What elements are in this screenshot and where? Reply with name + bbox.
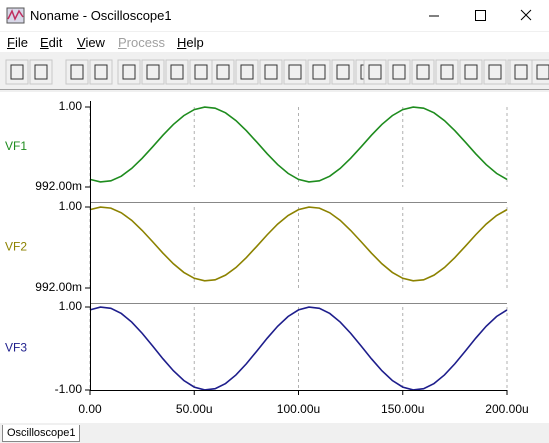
trace-label: VF1: [5, 139, 27, 153]
toolbar-icon: [10, 64, 24, 80]
toolbar-button[interactable]: [165, 59, 189, 85]
toolbar-icon: [368, 64, 382, 80]
chart-background: [0, 92, 549, 423]
toolbar-button[interactable]: [363, 59, 387, 85]
trace: [89, 106, 508, 183]
title-bar: Noname - Oscilloscope1: [0, 0, 549, 31]
toolbar-icon: [264, 64, 278, 80]
y-tick-label: -1.00: [55, 382, 83, 396]
y-tick-label: 1.00: [59, 99, 83, 113]
toolbar-button[interactable]: [5, 59, 29, 85]
toolbar-icon: [216, 64, 230, 80]
x-tick-label: 100.00u: [277, 402, 320, 416]
toolbar-icon: [514, 64, 528, 80]
y-tick-label: 1.00: [59, 299, 83, 313]
toolbar-button[interactable]: [235, 59, 259, 85]
toolbar-icon: [94, 64, 108, 80]
y-tick-label: 992.00m: [35, 179, 82, 193]
toolbar-button[interactable]: [259, 59, 283, 85]
y-tick-label: 992.00m: [35, 280, 82, 294]
menu-item[interactable]: Help: [177, 35, 204, 50]
toolbar-icon: [34, 64, 48, 80]
toolbar-icon: [464, 64, 478, 80]
toolbar-button[interactable]: [435, 59, 459, 85]
maximize-button[interactable]: [457, 0, 503, 31]
toolbar-button[interactable]: [307, 59, 331, 85]
toolbar-icon: [240, 64, 254, 80]
y-tick-label: 1.00: [59, 199, 83, 213]
toolbar-icon: [336, 64, 350, 80]
toolbar-icon: [146, 64, 160, 80]
toolbar-icon: [70, 64, 84, 80]
toolbar-button[interactable]: [189, 59, 213, 85]
toolbar-button[interactable]: [387, 59, 411, 85]
trace: [89, 206, 508, 282]
toolbar-icon: [312, 64, 326, 80]
toolbar-button[interactable]: [89, 59, 113, 85]
menu-item[interactable]: File: [7, 35, 28, 50]
trace: [89, 306, 508, 391]
toolbar-button[interactable]: [331, 59, 355, 85]
toolbar-button[interactable]: [29, 59, 53, 85]
toolbar-icon: [488, 64, 502, 80]
x-tick-label: 0.00: [78, 402, 102, 416]
trace-label: VF3: [5, 341, 27, 355]
menu-item: Process: [118, 35, 165, 50]
x-tick-label: 50.00u: [176, 402, 213, 416]
chart: 1.00 992.00m VF1 1.00 992.00m VF2 1.00 -1.00 VF3…: [0, 92, 549, 423]
toolbar-button[interactable]: [211, 59, 235, 85]
menu-bar: File Edit View Process Help: [0, 32, 549, 52]
toolbar-icon: [170, 64, 184, 80]
toolbar-icon: [440, 64, 454, 80]
x-tick-label: 150.00u: [381, 402, 424, 416]
toolbar-button[interactable]: [283, 59, 307, 85]
x-tick-label: 200.00u: [485, 402, 528, 416]
minimize-button[interactable]: [411, 0, 457, 31]
toolbar-button[interactable]: [65, 59, 89, 85]
tab[interactable]: Oscilloscope1: [2, 425, 81, 442]
toolbar-icon: [392, 64, 406, 80]
toolbar-icon: [288, 64, 302, 80]
toolbar-icon: [122, 64, 136, 80]
close-button[interactable]: [503, 0, 549, 31]
toolbar-button[interactable]: [459, 59, 483, 85]
menu-item[interactable]: Edit: [40, 35, 63, 50]
toolbar-button[interactable]: [509, 59, 533, 85]
toolbar-icon: [194, 64, 208, 80]
toolbar-button[interactable]: [141, 59, 165, 85]
toolbar-button[interactable]: [411, 59, 435, 85]
toolbar-button[interactable]: [483, 59, 507, 85]
trace-label: VF2: [5, 240, 27, 254]
toolbar-icon: [536, 64, 549, 80]
toolbar-icon: [416, 64, 430, 80]
toolbar: [0, 59, 549, 90]
menu-item[interactable]: View: [77, 35, 105, 50]
app-icon: [6, 7, 25, 24]
window-title: Noname - Oscilloscope1: [30, 8, 172, 23]
toolbar-button[interactable]: [531, 59, 549, 85]
toolbar-button[interactable]: [117, 59, 141, 85]
